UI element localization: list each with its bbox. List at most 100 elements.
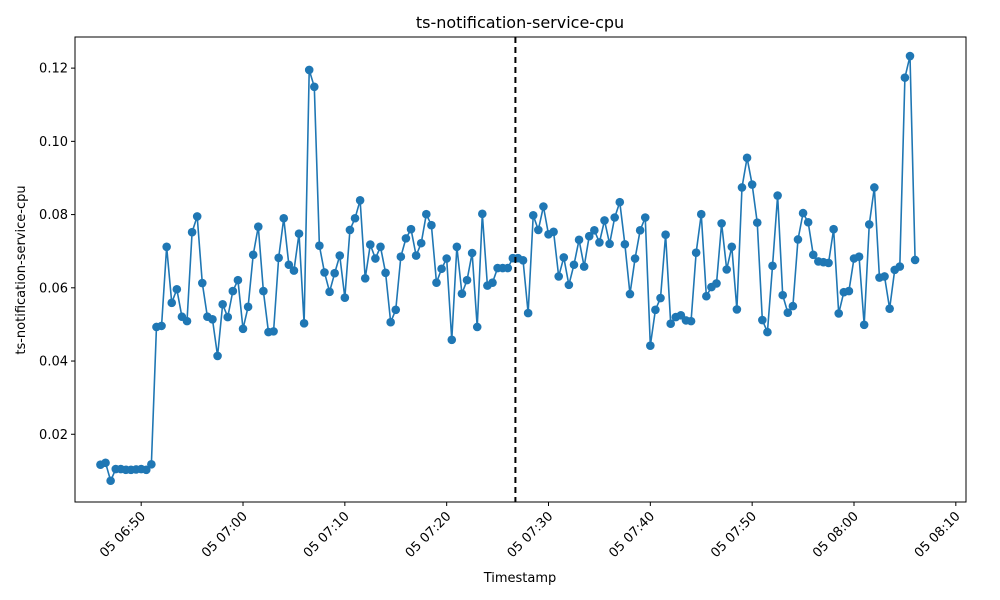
data-point <box>569 260 579 270</box>
data-point <box>630 254 640 263</box>
data-point <box>325 287 334 297</box>
y-axis-title: ts-notification-service-cpu <box>14 185 29 354</box>
data-point <box>656 293 665 303</box>
data-point <box>406 224 416 234</box>
data-point <box>452 242 462 252</box>
data-point <box>518 256 528 265</box>
data-point <box>737 183 747 192</box>
data-point <box>722 265 731 274</box>
data-point <box>910 255 920 265</box>
data-point <box>666 319 675 328</box>
y-tick-label: 0.08 <box>39 208 68 223</box>
data-point <box>253 222 263 231</box>
data-point <box>691 248 701 257</box>
data-point <box>640 213 650 222</box>
data-point <box>605 239 614 249</box>
data-point <box>437 264 446 274</box>
data-point <box>905 51 915 61</box>
data-point <box>294 229 304 238</box>
data-point <box>238 324 248 334</box>
data-point <box>447 335 457 345</box>
data-point <box>360 273 370 283</box>
data-point <box>223 312 233 322</box>
data-point <box>411 251 421 260</box>
data-point <box>523 308 533 318</box>
data-point <box>366 240 375 249</box>
data-point <box>895 262 905 271</box>
data-point <box>778 290 788 300</box>
data-point <box>233 275 243 285</box>
data-point <box>427 220 436 230</box>
data-point <box>788 301 798 311</box>
data-point <box>824 258 833 268</box>
data-point <box>763 327 772 337</box>
data-point <box>248 250 258 260</box>
data-point <box>635 226 645 235</box>
data-point <box>559 253 569 262</box>
data-point <box>870 183 879 192</box>
y-tick-label: 0.06 <box>39 281 68 296</box>
data-point <box>299 319 309 328</box>
data-point <box>783 308 793 318</box>
data-point <box>539 202 548 211</box>
data-point <box>187 227 197 237</box>
data-point <box>595 238 604 247</box>
data-point <box>442 254 451 263</box>
data-point <box>147 459 156 469</box>
data-point <box>345 225 355 235</box>
data-point <box>269 327 278 336</box>
data-point <box>808 250 818 260</box>
data-point <box>422 209 431 219</box>
data-point <box>620 239 630 249</box>
data-point <box>661 230 670 240</box>
data-point <box>416 238 426 248</box>
data-point <box>355 196 365 205</box>
data-point <box>432 278 441 287</box>
data-point <box>590 226 599 235</box>
data-point <box>350 213 360 223</box>
x-axis-title: Timestamp <box>483 571 557 586</box>
data-point <box>386 317 395 327</box>
data-point <box>625 289 635 299</box>
data-point <box>213 351 222 361</box>
data-point <box>218 299 227 309</box>
y-tick-label: 0.04 <box>39 355 68 370</box>
data-point <box>793 235 803 244</box>
data-point <box>686 316 696 326</box>
data-point <box>457 289 467 298</box>
data-point <box>167 298 177 308</box>
data-point <box>228 286 238 296</box>
data-point <box>106 476 115 486</box>
data-point <box>859 320 869 330</box>
data-point <box>885 304 894 313</box>
data-point <box>844 286 854 296</box>
data-point <box>646 341 655 350</box>
y-axis: 0.02 0.04 0.06 0.08 0.10 0.12 <box>39 62 75 443</box>
data-point <box>742 153 752 163</box>
data-point <box>243 302 253 312</box>
data-point <box>752 218 762 227</box>
data-point <box>712 279 721 288</box>
data-point <box>702 291 711 301</box>
data-point <box>864 220 874 229</box>
data-point <box>798 208 808 218</box>
data-point <box>528 211 538 220</box>
data-point <box>279 213 289 223</box>
data-point <box>330 268 339 278</box>
data-point <box>564 280 574 290</box>
data-point <box>554 272 563 281</box>
data-point <box>854 252 864 261</box>
data-point <box>320 268 329 277</box>
y-tick-label: 0.10 <box>39 135 68 150</box>
data-point <box>503 263 513 273</box>
data-point <box>197 278 207 288</box>
data-point <box>732 305 742 314</box>
data-point <box>803 217 813 227</box>
y-tick-label: 0.12 <box>39 62 68 77</box>
data-point <box>758 315 767 325</box>
data-point <box>717 219 726 228</box>
data-point <box>880 272 889 281</box>
data-point <box>157 321 166 331</box>
data-point <box>768 261 777 271</box>
